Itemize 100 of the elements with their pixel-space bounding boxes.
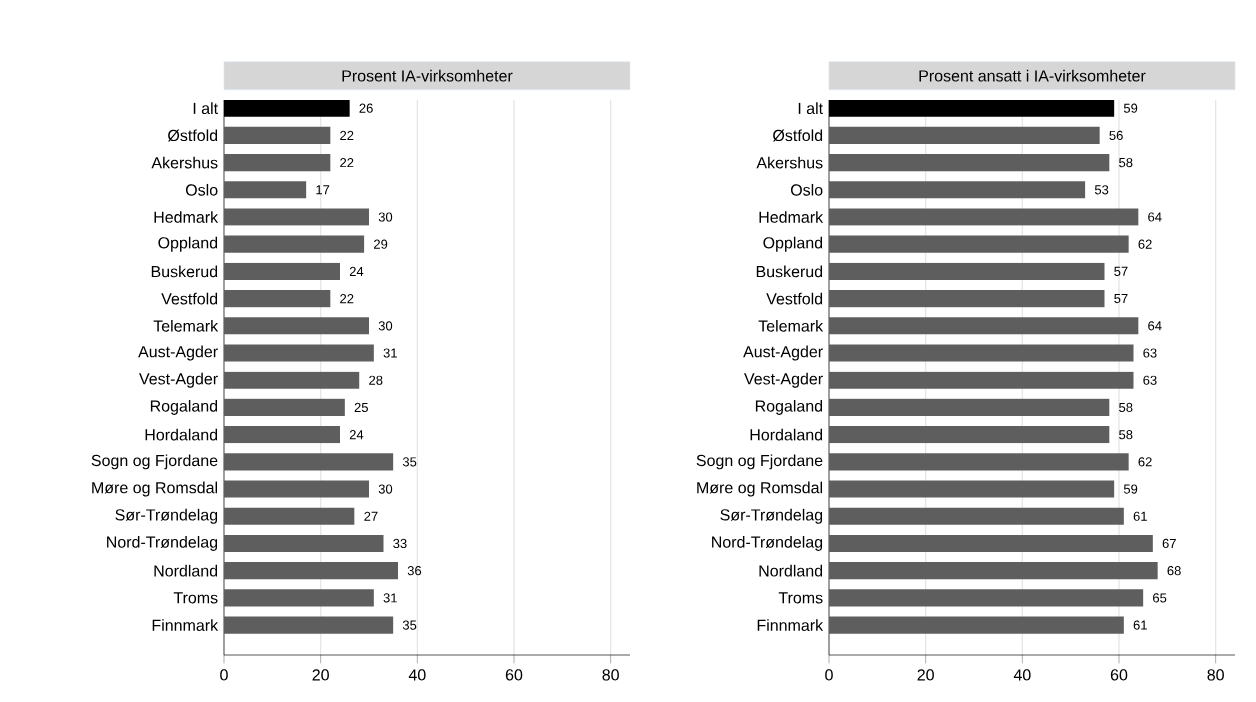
y-tick-label: Hordaland xyxy=(750,428,823,441)
bar xyxy=(224,589,374,607)
data-label: 57 xyxy=(1114,294,1128,304)
y-tick-label: Telemark xyxy=(153,319,219,332)
bar xyxy=(224,126,331,144)
x-tick-label: 20 xyxy=(312,669,329,681)
data-label: 61 xyxy=(1133,511,1147,521)
bar xyxy=(224,507,355,525)
bar xyxy=(829,398,1110,416)
data-label: 63 xyxy=(1143,375,1157,385)
bar xyxy=(224,262,340,280)
data-label: 56 xyxy=(1109,130,1123,140)
y-tick-label: Sogn og Fjordane xyxy=(696,454,823,470)
bar xyxy=(224,616,394,634)
y-tick-label: Troms xyxy=(173,592,218,604)
bar xyxy=(224,344,374,362)
y-tick-label: Aust-Agder xyxy=(743,345,823,361)
y-tick-label: Møre og Romsdal xyxy=(697,481,823,497)
data-label: 22 xyxy=(340,130,354,140)
bar xyxy=(829,154,1110,172)
y-tick-label: Nord-Trøndelag xyxy=(107,536,218,551)
x-tick-label: 0 xyxy=(220,669,228,681)
y-tick-label: Nordland xyxy=(154,564,218,577)
data-label: 24 xyxy=(349,266,364,276)
data-label: 31 xyxy=(383,593,397,603)
bar xyxy=(829,589,1144,607)
data-label: 58 xyxy=(1119,430,1133,440)
y-tick-label: Aust-Agder xyxy=(138,345,218,361)
bar xyxy=(224,562,398,580)
y-tick-label: Finnmark xyxy=(152,619,219,631)
y-tick-label: Sør-Trøndelag xyxy=(720,508,823,524)
data-label: 24 xyxy=(349,430,364,440)
y-tick-label: Akershus xyxy=(151,156,218,169)
y-tick-label: Hedmark xyxy=(154,211,219,223)
bar xyxy=(224,290,331,308)
bar xyxy=(224,398,345,416)
y-tick-label: Vestfold xyxy=(161,292,218,305)
data-label: 59 xyxy=(1123,484,1138,494)
bar xyxy=(829,534,1153,553)
data-label: 25 xyxy=(354,402,368,413)
bar xyxy=(224,426,340,444)
chart-title: Prosent ansatt i IA-virksomheter xyxy=(919,69,1146,82)
data-label: 63 xyxy=(1143,348,1157,358)
x-tick-label: 40 xyxy=(1013,669,1031,681)
y-tick-label: Buskerud xyxy=(756,265,823,278)
data-label: 30 xyxy=(378,321,393,331)
data-label: 17 xyxy=(316,185,330,195)
bar xyxy=(224,317,369,335)
data-label: 27 xyxy=(364,511,378,521)
y-tick-label: Rogaland xyxy=(755,399,823,415)
y-tick-label: Hordaland xyxy=(145,428,218,441)
bar xyxy=(829,616,1124,634)
bar xyxy=(224,181,307,199)
y-tick-label: Nord-Trøndelag xyxy=(712,536,823,551)
bar xyxy=(224,371,360,389)
y-tick-label: Oppland xyxy=(763,236,823,252)
data-label: 68 xyxy=(1167,566,1181,576)
x-tick-label: 20 xyxy=(917,669,934,681)
y-tick-label: Oslo xyxy=(185,183,218,196)
bar xyxy=(829,507,1124,525)
y-tick-label: I alt xyxy=(798,102,823,115)
y-tick-label: Nordland xyxy=(759,564,823,577)
data-label: 22 xyxy=(340,294,354,304)
data-label: 35 xyxy=(402,457,417,467)
y-tick-label: Finnmark xyxy=(757,619,824,631)
data-label: 35 xyxy=(402,620,417,630)
data-label: 28 xyxy=(369,375,383,385)
y-tick-label: Buskerud xyxy=(151,265,218,278)
data-label: 65 xyxy=(1153,593,1167,603)
bar xyxy=(829,426,1110,444)
bar xyxy=(829,290,1105,308)
y-tick-label: Sogn og Fjordane xyxy=(91,454,218,470)
y-tick-label: Vest-Agder xyxy=(139,372,218,388)
bar xyxy=(224,534,384,553)
x-tick-label: 80 xyxy=(1207,669,1224,681)
data-label: 31 xyxy=(383,348,397,358)
y-tick-label: Telemark xyxy=(758,319,824,332)
data-label: 62 xyxy=(1138,239,1152,249)
data-label: 61 xyxy=(1133,620,1147,630)
bar xyxy=(829,344,1134,362)
x-tick-label: 0 xyxy=(825,669,833,681)
bar xyxy=(829,235,1129,253)
bar xyxy=(829,208,1139,226)
bar xyxy=(224,480,369,498)
y-tick-label: Rogaland xyxy=(150,399,218,415)
bar xyxy=(224,235,365,253)
y-tick-label: Oslo xyxy=(790,183,823,196)
data-label: 62 xyxy=(1138,457,1152,467)
bar xyxy=(829,453,1129,471)
y-tick-label: Vest-Agder xyxy=(744,372,823,388)
y-tick-label: Hedmark xyxy=(759,211,824,223)
bar xyxy=(224,453,394,471)
bar xyxy=(829,126,1100,144)
data-label: 58 xyxy=(1119,157,1133,168)
bar xyxy=(829,480,1115,498)
y-tick-label: Troms xyxy=(778,592,823,604)
bar xyxy=(829,181,1086,199)
data-label: 22 xyxy=(340,158,354,168)
data-label: 33 xyxy=(393,538,407,549)
data-label: 30 xyxy=(378,484,393,494)
